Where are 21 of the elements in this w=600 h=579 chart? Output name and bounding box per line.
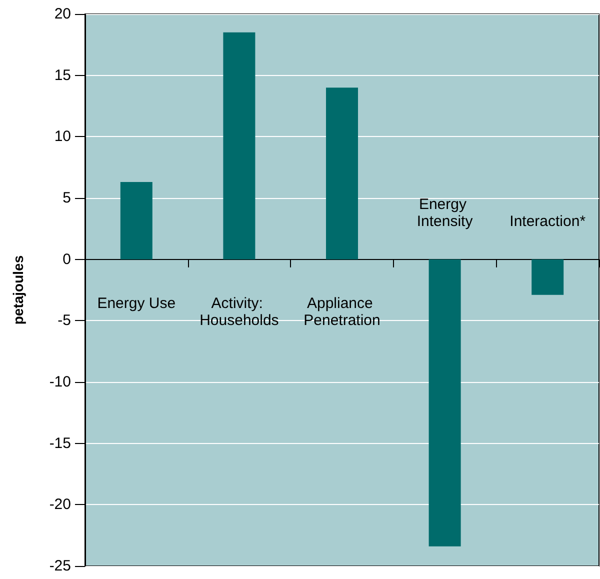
y-tick-label: -10 — [49, 374, 71, 390]
y-tick-label: -25 — [49, 558, 71, 574]
y-tick-label: 0 — [62, 250, 71, 268]
y-tick-label: -20 — [49, 496, 71, 514]
bar — [428, 259, 461, 546]
x-tick-label: Activity: Households — [200, 294, 279, 329]
x-tick-label: Energy Use — [97, 294, 176, 312]
bar — [532, 259, 564, 295]
y-tick-label: 5 — [62, 190, 71, 206]
bar — [326, 88, 358, 260]
y-tick-label: -15 — [49, 434, 71, 452]
y-tick-label: 10 — [54, 128, 71, 146]
y-tick-label: -5 — [58, 312, 71, 330]
x-tick-label: Appliance Penetration — [304, 294, 380, 329]
x-tick-label: Interaction* — [510, 212, 586, 230]
x-tick-label: Energy Intensity — [416, 196, 474, 230]
y-axis-title: petajoules — [10, 255, 26, 325]
y-tick-label: 15 — [54, 66, 71, 84]
bar — [120, 182, 152, 260]
y-tick-label: 20 — [54, 6, 71, 22]
bar — [223, 32, 256, 260]
